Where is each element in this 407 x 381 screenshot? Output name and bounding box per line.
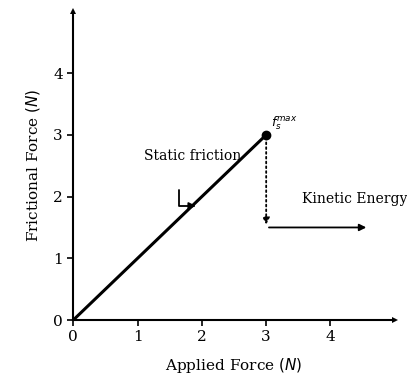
Text: $f_s^{max}$: $f_s^{max}$ — [271, 114, 297, 132]
Text: Kinetic Energy: Kinetic Energy — [302, 192, 407, 206]
Y-axis label: Frictional Force $(N)$: Frictional Force $(N)$ — [24, 89, 42, 242]
X-axis label: Applied Force $(N)$: Applied Force $(N)$ — [165, 355, 303, 375]
Text: Static friction: Static friction — [144, 149, 241, 163]
